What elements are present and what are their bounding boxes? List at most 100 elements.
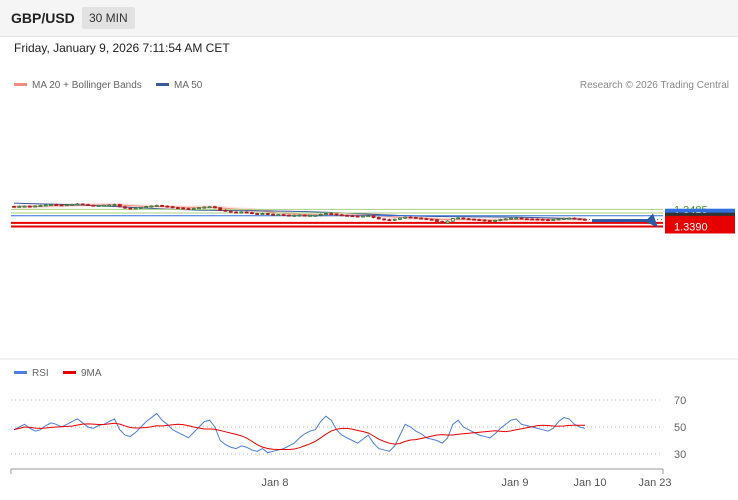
rsi-tick-label: 50: [674, 422, 686, 434]
candle-body: [472, 218, 476, 221]
legend-ma50: MA 50: [156, 80, 202, 91]
candle-body: [160, 205, 164, 207]
candle-body: [339, 214, 344, 217]
candle-body: [144, 206, 149, 209]
candle-body: [123, 206, 127, 209]
ma9-label: 9MA: [81, 368, 102, 379]
x-tick-label: Jan 23: [638, 477, 671, 489]
credit-text: Research © 2026 Trading Central: [579, 80, 729, 91]
candle-body: [64, 204, 69, 207]
candle-body: [154, 205, 159, 207]
candle-body: [382, 218, 386, 221]
candle-body: [138, 207, 143, 209]
candle-body: [234, 211, 238, 214]
ma50-swatch: [156, 82, 169, 86]
candle-body: [213, 206, 217, 209]
candle-body: [202, 206, 207, 209]
candle-body: [250, 212, 254, 215]
candle-body: [329, 213, 334, 215]
candle-body: [287, 214, 291, 217]
rsi-swatch: [14, 370, 27, 374]
candle-body: [197, 207, 201, 210]
candle-body: [239, 211, 244, 214]
ma20-swatch: [14, 82, 27, 86]
candle-body: [281, 214, 286, 217]
candle-body: [318, 214, 323, 216]
candle-body: [170, 206, 175, 209]
candle-body: [519, 217, 524, 220]
candle-body: [255, 213, 260, 215]
rsi-tick-label: 30: [674, 449, 686, 461]
candle-body: [91, 204, 96, 207]
candle-body: [540, 218, 545, 221]
ma20-label: MA 20 + Bollinger Bands: [32, 80, 142, 91]
candle-body: [445, 220, 450, 224]
candle-body: [413, 217, 418, 219]
legend-ma20: MA 20 + Bollinger Bands: [14, 80, 142, 91]
candle-body: [101, 204, 106, 207]
candle-body: [271, 213, 275, 216]
candle-body: [59, 204, 64, 207]
candle-body: [43, 204, 48, 207]
candle-body: [181, 207, 186, 210]
candle-body: [49, 204, 53, 206]
candle-body: [456, 217, 461, 220]
candle-body: [371, 215, 376, 218]
candle-body: [308, 214, 312, 217]
candle-body: [313, 214, 318, 217]
candle-body: [419, 217, 424, 220]
candle-body: [207, 206, 212, 209]
ma9-swatch: [63, 370, 76, 374]
candle-body: [583, 218, 587, 221]
legend-9ma: 9MA: [63, 368, 102, 379]
candle-body: [186, 208, 191, 210]
price-level-tag: [665, 219, 735, 234]
forecast-arrow-head: [645, 213, 658, 228]
candle-body: [27, 205, 32, 208]
candle-body: [297, 214, 302, 217]
candle-body: [70, 203, 75, 206]
candle-body: [450, 218, 455, 222]
chart-header: GBP/USD 30 MIN: [0, 0, 738, 37]
candle-body: [218, 207, 223, 211]
candle-body: [149, 205, 154, 208]
candle-body: [223, 209, 228, 212]
candle-body: [54, 204, 59, 206]
candle-body: [498, 219, 503, 221]
candle-body: [75, 203, 80, 206]
candle-body: [556, 218, 561, 221]
candle-body: [324, 213, 328, 215]
candle-body: [461, 217, 466, 220]
rsi-ma9-line: [13, 422, 585, 450]
candle-body: [392, 218, 397, 221]
candle-body: [509, 217, 513, 220]
candle-body: [424, 218, 429, 220]
x-tick-label: Jan 8: [262, 477, 289, 489]
candle-body: [361, 215, 365, 218]
candle-body: [350, 215, 355, 218]
candle-body: [387, 219, 392, 222]
candle-body: [466, 218, 471, 221]
candle-body: [535, 218, 540, 221]
rsi-label: RSI: [32, 368, 49, 379]
candle-body: [96, 205, 101, 207]
candle-body: [435, 219, 439, 222]
symbol-label: GBP/USD: [11, 10, 75, 26]
candle-body: [334, 213, 339, 216]
candle-body: [345, 214, 349, 217]
candle-body: [191, 208, 196, 210]
candle-body: [503, 218, 508, 221]
bollinger-band: [14, 202, 585, 222]
candle-body: [398, 217, 402, 220]
price-level-label: 1.3390: [674, 222, 708, 234]
candle-body: [38, 205, 43, 208]
candle-body: [487, 220, 492, 222]
interval-selector[interactable]: 30 MIN: [82, 7, 135, 29]
candle-body: [165, 205, 170, 208]
candle-body: [86, 204, 90, 206]
candle-body: [244, 211, 249, 214]
candle-body: [228, 210, 233, 213]
candle-body: [514, 217, 519, 220]
candle-body: [482, 219, 487, 222]
